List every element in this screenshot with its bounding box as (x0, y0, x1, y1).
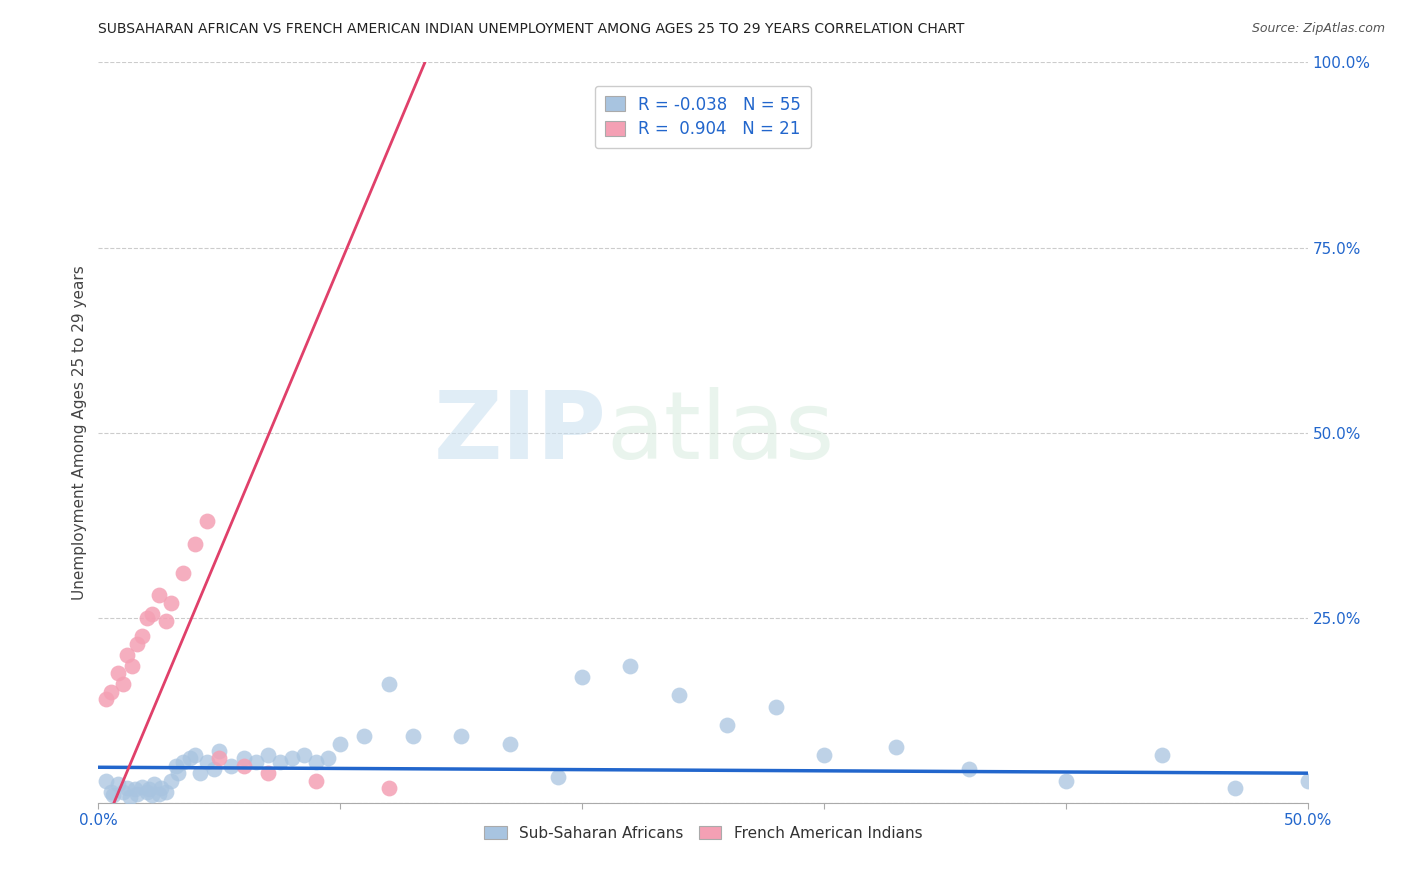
Point (886, 740, 908, 755)
Point (117, 648, 139, 662)
Point (143, 777, 166, 791)
Point (117, 780, 139, 795)
Point (184, 536, 207, 550)
Point (305, 773, 328, 788)
Point (195, 515, 218, 529)
Point (208, 744, 231, 758)
Point (292, 747, 315, 762)
Point (131, 780, 153, 794)
Point (1152, 747, 1174, 762)
Point (188, 766, 211, 780)
Point (813, 747, 835, 762)
Point (245, 755, 267, 769)
Point (135, 785, 157, 799)
Point (619, 658, 641, 673)
Point (100, 785, 122, 799)
Point (256, 766, 278, 780)
Point (155, 615, 177, 629)
Point (668, 689, 690, 703)
Point (160, 773, 183, 788)
Point (148, 787, 170, 801)
Point (101, 789, 124, 803)
Point (377, 677, 399, 691)
Point (141, 789, 163, 803)
Y-axis label: Unemployment Among Ages 25 to 29 years: Unemployment Among Ages 25 to 29 years (72, 265, 87, 600)
Point (204, 763, 226, 777)
Point (353, 729, 375, 743)
Point (172, 755, 194, 769)
Point (100, 685, 122, 699)
Point (155, 785, 177, 799)
Point (377, 780, 399, 795)
Legend: Sub-Saharan Africans, French American Indians: Sub-Saharan Africans, French American In… (478, 820, 928, 847)
Point (765, 699, 787, 714)
Point (316, 751, 339, 765)
Point (305, 755, 328, 769)
Point (107, 777, 129, 791)
Point (135, 610, 157, 624)
Point (232, 758, 254, 772)
Point (94, 692, 117, 706)
Point (256, 747, 278, 762)
Point (281, 751, 304, 765)
Point (195, 755, 218, 769)
Point (124, 782, 146, 797)
Point (127, 787, 149, 801)
Point (716, 718, 738, 732)
Point (571, 670, 593, 684)
Point (107, 666, 129, 681)
Point (957, 763, 980, 777)
Text: ZIP: ZIP (433, 386, 606, 479)
Point (111, 785, 134, 799)
Text: atlas: atlas (606, 386, 835, 479)
Point (165, 758, 187, 772)
Point (547, 770, 569, 784)
Point (118, 789, 141, 804)
Point (498, 737, 520, 751)
Point (179, 751, 201, 765)
Point (131, 629, 153, 643)
Text: Source: ZipAtlas.com: Source: ZipAtlas.com (1251, 22, 1385, 36)
Point (1054, 773, 1077, 788)
Point (184, 747, 207, 762)
Point (221, 758, 243, 772)
Point (138, 782, 160, 797)
Point (402, 729, 425, 743)
Point (1223, 780, 1246, 795)
Point (172, 566, 194, 581)
Point (121, 658, 143, 673)
Point (269, 755, 291, 769)
Point (127, 637, 149, 651)
Point (167, 766, 190, 780)
Point (160, 596, 183, 610)
Point (450, 729, 472, 743)
Point (329, 737, 352, 751)
Text: SUBSAHARAN AFRICAN VS FRENCH AMERICAN INDIAN UNEMPLOYMENT AMONG AGES 25 TO 29 YE: SUBSAHARAN AFRICAN VS FRENCH AMERICAN IN… (98, 22, 965, 37)
Point (148, 589, 170, 603)
Point (150, 780, 173, 795)
Point (111, 677, 134, 691)
Point (1296, 773, 1319, 788)
Point (141, 607, 163, 621)
Point (94, 773, 117, 788)
Point (232, 751, 254, 765)
Point (208, 751, 231, 765)
